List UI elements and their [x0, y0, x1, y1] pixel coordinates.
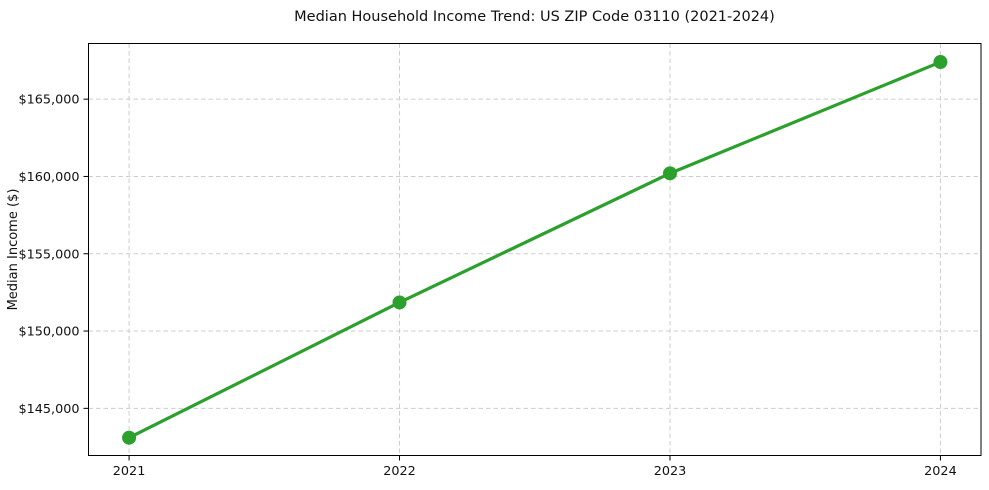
income-trend-line: [127, 60, 943, 440]
plot-border: [88, 43, 982, 456]
axis-ticks: $145,000 $150,000 $155,000 $160,000 $165,000…: [18, 93, 956, 479]
y-tick-label: $150,000: [18, 325, 79, 340]
x-tick-label: 2022: [383, 464, 416, 479]
y-tick-label: $155,000: [18, 247, 79, 262]
x-tick-label: 2023: [654, 464, 687, 479]
x-tick-label: 2021: [113, 464, 146, 479]
x-tick-label: 2024: [924, 464, 957, 479]
y-tick-label: $160,000: [18, 170, 79, 185]
data-point-marker: [392, 295, 407, 310]
y-axis-label: Median Income ($): [6, 189, 21, 311]
chart-title: Median Household Income Trend: US ZIP Co…: [294, 9, 775, 25]
y-tick-label: $145,000: [18, 402, 79, 417]
gridlines: [88, 43, 981, 456]
data-point-marker: [662, 166, 677, 181]
y-tick-label: $165,000: [18, 93, 79, 108]
data-point-marker: [933, 55, 948, 70]
income-line-series: [122, 55, 948, 445]
data-point-marker: [122, 430, 137, 445]
